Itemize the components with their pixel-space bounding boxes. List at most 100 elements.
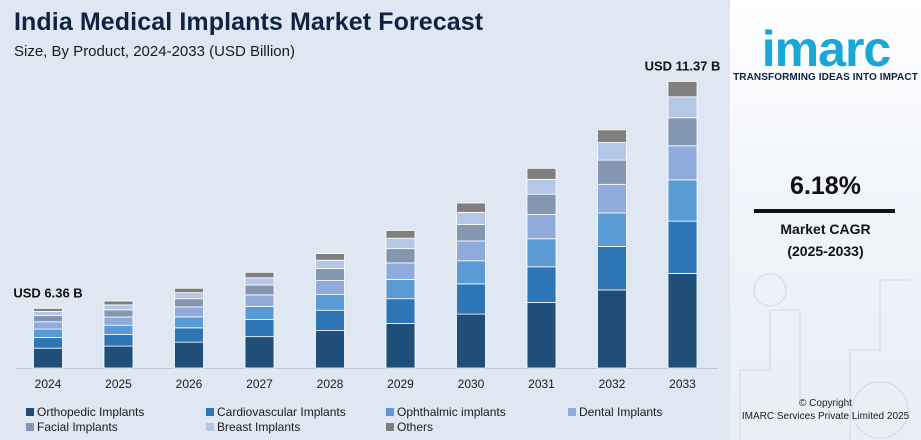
bar-segment xyxy=(526,193,557,215)
legend-item: Orthopedic Implants xyxy=(26,405,144,419)
legend-swatch xyxy=(26,408,34,416)
bar-segment xyxy=(597,212,627,247)
bar-segment xyxy=(103,316,134,326)
bar-segment xyxy=(385,323,416,369)
bar-segment xyxy=(244,319,275,338)
bar-segment xyxy=(33,347,63,369)
bar-segment xyxy=(103,345,134,369)
bar-segment xyxy=(667,220,698,274)
bar-segment xyxy=(385,248,416,264)
bar-segment xyxy=(597,129,627,143)
bar-segment xyxy=(33,328,63,338)
bar-segment xyxy=(456,202,486,213)
bar-segment xyxy=(667,96,698,119)
bar-segment xyxy=(103,300,134,306)
bar-segment xyxy=(667,117,698,147)
chart-title: India Medical Implants Market Forecast xyxy=(14,8,484,36)
bar-segment xyxy=(597,142,627,161)
legend-label: Others xyxy=(397,420,434,434)
bar-segment xyxy=(667,179,698,222)
x-tick-label: 2025 xyxy=(105,377,132,391)
x-tick-label: 2030 xyxy=(458,377,485,391)
bar-segment xyxy=(456,283,486,315)
x-tick-label: 2031 xyxy=(528,377,555,391)
bar-segment xyxy=(597,246,627,291)
bar-segment xyxy=(315,293,345,311)
copyright-text: © Copyright xyxy=(799,398,852,409)
bar-segment xyxy=(597,159,627,185)
bar-segment xyxy=(597,289,627,369)
legend-swatch xyxy=(206,408,214,416)
legend-item: Dental Implants xyxy=(568,405,662,419)
brand-tagline: TRANSFORMING IDEAS INTO IMPACT xyxy=(733,72,918,83)
bar-segment xyxy=(456,313,486,369)
legend-label: Facial Implants xyxy=(37,420,118,434)
bar-segment xyxy=(667,145,698,181)
legend-item: Facial Implants xyxy=(26,420,118,434)
legend-label: Orthopedic Implants xyxy=(37,405,145,419)
bar-segment xyxy=(244,305,275,320)
bar-segment xyxy=(244,336,275,369)
bar-segment xyxy=(315,259,345,269)
legend-swatch xyxy=(568,408,576,416)
bar-segment xyxy=(456,211,486,225)
imarc-logo: imarc xyxy=(762,26,892,72)
bar-segment xyxy=(103,334,134,347)
company-name: IMARC Services Private Limited 2025 xyxy=(741,411,910,422)
data-label: USD 6.36 B xyxy=(13,285,82,300)
bar-segment xyxy=(526,167,557,180)
bar-segment xyxy=(526,178,557,195)
data-label: USD 11.37 B xyxy=(645,58,721,73)
legend-item: Cardiovascular Implants xyxy=(206,405,346,419)
bar-segment xyxy=(597,183,627,214)
chart-plot: 2024 2025 2026 2027 2028 2029 2030 2031 2032 2033… xyxy=(13,58,721,391)
chart-panel: India Medical Implants Market Forecast S… xyxy=(0,0,730,440)
bar-segment xyxy=(103,304,134,311)
legend-item: Others xyxy=(386,420,433,434)
bar-segment xyxy=(526,214,557,240)
legend-label: Dental Implants xyxy=(579,405,663,419)
x-tick-label: 2028 xyxy=(317,377,344,391)
bar-segment xyxy=(33,315,63,323)
bar-segment xyxy=(174,341,204,369)
cagr-value: 6.18% xyxy=(790,172,861,200)
legend-swatch xyxy=(26,423,34,431)
bar-segment xyxy=(385,262,416,280)
x-tick-label: 2026 xyxy=(176,377,203,391)
cagr-label: Market CAGR xyxy=(780,221,871,237)
bar-segment xyxy=(174,306,204,318)
bar-segment xyxy=(526,302,557,369)
bar-segment xyxy=(315,309,345,332)
bar-segment xyxy=(315,253,345,261)
bar-segment xyxy=(456,224,486,242)
x-tick-label: 2032 xyxy=(599,377,626,391)
bar-segment xyxy=(667,81,698,98)
bar-segment xyxy=(174,298,204,308)
chart-subtitle: Size, By Product, 2024-2033 (USD Billion… xyxy=(14,43,295,60)
bar-segment xyxy=(385,230,416,239)
bar-segment xyxy=(315,268,345,281)
bar-segment xyxy=(526,266,557,303)
bar-segment xyxy=(315,280,345,295)
bar-segment xyxy=(174,316,204,329)
legend-label: Breast Implants xyxy=(217,420,301,434)
bar-segment xyxy=(33,311,63,317)
legend-swatch xyxy=(206,423,214,431)
brand-panel: imarc TRANSFORMING IDEAS INTO IMPACT 6.1… xyxy=(730,0,921,440)
bar-segment xyxy=(33,321,63,330)
bar-segment xyxy=(244,294,275,307)
cagr-divider xyxy=(754,209,895,213)
legend-swatch xyxy=(386,423,394,431)
bar-segment xyxy=(33,337,63,349)
legend-swatch xyxy=(386,408,394,416)
bar-segment xyxy=(174,327,204,343)
legend-label: Ophthalmic implants xyxy=(397,405,506,419)
bar-segment xyxy=(244,284,275,296)
bar-segment xyxy=(385,298,416,324)
bar-segment xyxy=(456,240,486,262)
bar-segment xyxy=(315,330,345,369)
background-graphic xyxy=(739,273,910,440)
bar-segment xyxy=(103,324,134,335)
cagr-period: (2025-2033) xyxy=(787,243,864,259)
x-tick-label: 2024 xyxy=(35,377,62,391)
